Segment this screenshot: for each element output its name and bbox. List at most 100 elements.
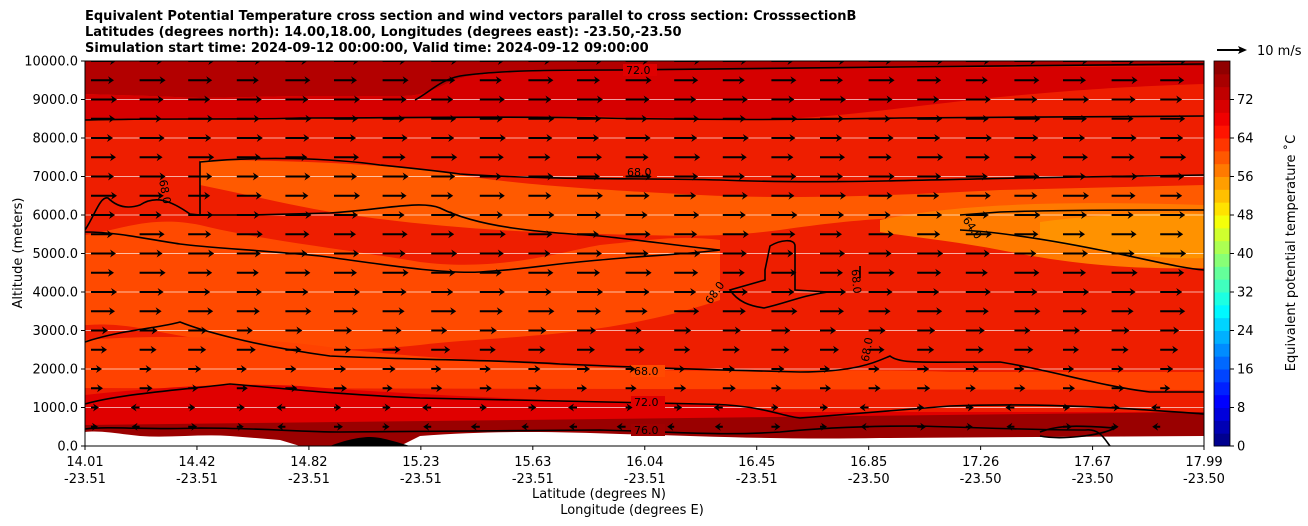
wind-vector — [285, 326, 303, 335]
contour-line-64-lower — [959, 229, 1204, 271]
colorbar-tick-label: 64 — [1237, 132, 1254, 147]
wind-vector — [334, 307, 358, 316]
wind-vector — [382, 95, 407, 104]
wind-vector — [382, 345, 401, 354]
x-tick-lon: -23.51 — [512, 472, 554, 487]
wind-vector — [917, 249, 944, 258]
wind-vector — [625, 153, 649, 162]
wind-vector — [334, 172, 357, 181]
wind-vector — [820, 345, 839, 354]
x-tick-lon: -23.51 — [176, 472, 218, 487]
wind-vector — [431, 326, 448, 335]
wind-vector — [1063, 153, 1088, 162]
wind-vector — [431, 288, 454, 296]
wind-vector — [577, 268, 600, 277]
wind-vector — [1160, 307, 1186, 316]
wind-vector — [674, 365, 686, 373]
wind-vector — [771, 384, 782, 393]
wind-vector — [431, 230, 455, 239]
wind-vector — [1014, 365, 1025, 373]
quiver-key: 10 m/s — [1217, 44, 1302, 59]
wind-vector — [1160, 249, 1187, 258]
wind-vector — [285, 230, 310, 239]
wind-vector — [1006, 422, 1015, 431]
wind-vector — [771, 95, 795, 104]
wind-vector — [1063, 403, 1070, 412]
wind-vector — [917, 134, 941, 142]
wind-vector — [625, 95, 650, 104]
wind-vector — [1014, 345, 1034, 354]
title-line-1: Equivalent Potential Temperature cross s… — [85, 9, 857, 24]
wind-vector — [917, 384, 931, 393]
wind-vector — [188, 326, 208, 335]
colorbar-band — [1214, 189, 1230, 203]
wind-vector — [334, 230, 356, 239]
wind-vector — [431, 345, 451, 354]
wind-vector — [674, 230, 698, 239]
wind-vector — [1111, 249, 1135, 258]
wind-vector — [528, 288, 552, 296]
wind-vector — [528, 403, 537, 412]
wind-vector — [714, 422, 723, 431]
y-tick-label: 10000.0 — [24, 55, 78, 70]
wind-vector — [236, 365, 247, 373]
wind-vector — [139, 114, 162, 123]
wind-vector — [236, 153, 261, 162]
wind-vector — [868, 134, 894, 142]
wind-vector — [382, 403, 391, 412]
wind-vector — [1111, 326, 1130, 335]
contour-line-72-low — [85, 383, 1204, 419]
wind-vector — [577, 76, 600, 85]
wind-vector — [771, 268, 797, 277]
wind-vector — [1111, 134, 1137, 142]
wind-vector — [917, 211, 943, 219]
wind-vector — [236, 95, 262, 104]
wind-vector — [479, 153, 504, 162]
wind-vector — [382, 61, 406, 65]
wind-vector — [382, 230, 408, 239]
contour-line-64 — [959, 209, 1204, 216]
wind-vector — [577, 249, 602, 258]
wind-vector — [188, 114, 214, 123]
y-tick-label: 8000.0 — [33, 132, 79, 147]
wind-vector — [674, 211, 700, 219]
wind-vector — [722, 114, 746, 123]
wind-vector — [771, 191, 795, 200]
wind-vector — [868, 114, 891, 123]
y-tick-label: 3000.0 — [33, 324, 79, 339]
wind-vector — [382, 307, 405, 316]
wind-vector — [722, 211, 746, 219]
wind-vector — [625, 326, 642, 335]
wind-vector — [771, 211, 798, 219]
wind-vector — [722, 76, 745, 85]
wind-vector — [820, 326, 836, 335]
wind-vector — [431, 61, 458, 65]
colorbar-band — [1214, 61, 1230, 75]
wind-vector — [334, 134, 356, 142]
wind-vector — [528, 61, 551, 65]
wind-vector — [528, 384, 542, 393]
wind-vector — [674, 134, 698, 142]
x-tick-lat: 14.01 — [66, 455, 103, 470]
wind-vector — [334, 268, 357, 277]
wind-vector — [713, 403, 723, 412]
wind-vector — [382, 191, 407, 200]
wind-vector — [382, 211, 405, 219]
wind-vector — [334, 249, 359, 258]
wind-vector — [91, 326, 108, 335]
contour-label-68-left: 68.0 — [156, 179, 173, 205]
wind-vector — [188, 172, 213, 181]
wind-vector — [577, 384, 587, 393]
wind-vector — [820, 403, 828, 412]
wind-vector — [139, 345, 157, 354]
x-tick-lat: 16.85 — [850, 455, 887, 470]
wind-vector — [188, 191, 211, 200]
wind-vector — [236, 230, 263, 239]
wind-vector — [577, 153, 602, 162]
wind-vector — [1063, 365, 1074, 373]
wind-vector — [868, 61, 892, 65]
wind-vector — [236, 211, 260, 219]
wind-vector — [382, 326, 402, 335]
wind-vector — [382, 76, 409, 85]
wind-vector — [431, 307, 457, 316]
